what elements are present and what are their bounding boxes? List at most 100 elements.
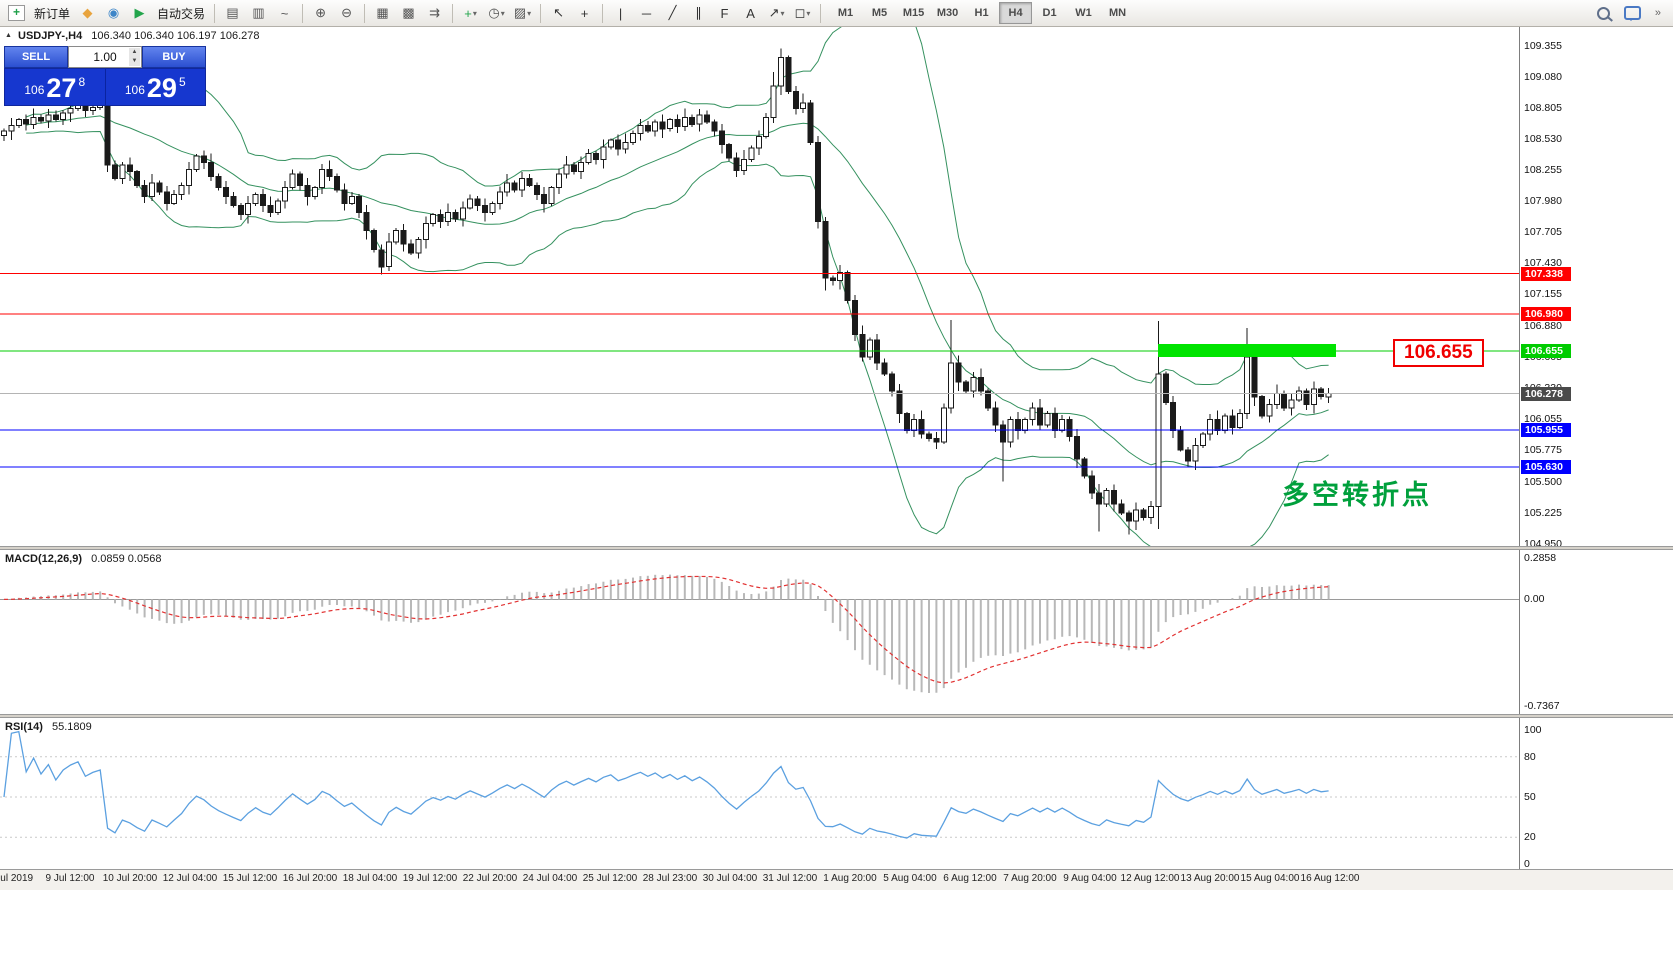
price-callout-label[interactable]: 106.655 bbox=[1393, 339, 1484, 367]
timeframe-w1[interactable]: W1 bbox=[1075, 7, 1092, 19]
arrows-icon[interactable]: ↗ ▾ bbox=[764, 2, 789, 24]
panel-separator[interactable] bbox=[0, 714, 1673, 718]
rsi-panel[interactable]: RSI(14) 55.1809 bbox=[0, 718, 1520, 869]
macd-values: 0.0859 0.0568 bbox=[91, 553, 162, 565]
timeframe-m15[interactable]: M15 bbox=[902, 7, 925, 19]
volume-up-icon[interactable]: ▲ bbox=[131, 49, 138, 55]
timeframe-d1[interactable]: D1 bbox=[1042, 7, 1057, 19]
macd-panel[interactable]: MACD(12,26,9) 0.0859 0.0568 bbox=[0, 550, 1520, 714]
time-axis[interactable]: 8 Jul 2019 9 Jul 12:00 10 Jul 20:00 12 Jul … bbox=[0, 869, 1673, 890]
bollinger-upper bbox=[26, 27, 1329, 385]
scale-tick: -0.7367 bbox=[1524, 700, 1560, 712]
ohlc-values: 106.340 106.340 106.197 106.278 bbox=[91, 30, 260, 42]
panel-separator[interactable] bbox=[0, 546, 1673, 550]
chart-shift-icon[interactable]: ⇉ bbox=[422, 2, 447, 24]
chevron-down-icon: ▾ bbox=[780, 8, 785, 18]
time-label: 7 Aug 20:00 bbox=[1003, 873, 1057, 884]
price-chart-panel[interactable]: ▲ USDJPY-,H4 106.340 106.340 106.197 106… bbox=[0, 27, 1520, 546]
indicators-icon: + bbox=[464, 5, 472, 21]
volume-field[interactable]: 1.00 ▲ ▼ bbox=[68, 46, 142, 68]
autotrading-play-icon[interactable]: ▶ bbox=[127, 2, 152, 24]
chat-icon[interactable] bbox=[1623, 6, 1641, 21]
quote-display: 106 27 8 106 29 5 bbox=[4, 68, 206, 106]
shapes-icon[interactable]: ◻ ▾ bbox=[790, 2, 815, 24]
volume-stepper[interactable]: ▲ ▼ bbox=[129, 48, 140, 66]
cursor-icon[interactable]: ↖ bbox=[546, 2, 571, 24]
timeframe-toolbar: M1 M5 M15 M30 H1 H4 D1 W1 MN bbox=[829, 2, 1134, 24]
bollinger-lower bbox=[26, 130, 1329, 546]
timeframe-h1[interactable]: H1 bbox=[974, 7, 989, 19]
scale-tick: 50 bbox=[1524, 791, 1536, 803]
timeframe-m30[interactable]: M30 bbox=[936, 7, 959, 19]
time-label: 1 Aug 20:00 bbox=[823, 873, 877, 884]
sell-button[interactable]: SELL bbox=[4, 46, 68, 68]
toolbar-overflow-icon[interactable]: » bbox=[1654, 7, 1661, 19]
scale-tick: 107.705 bbox=[1524, 226, 1562, 238]
trendline-icon[interactable]: ╱ bbox=[660, 2, 685, 24]
collapse-icon[interactable]: ▲ bbox=[5, 32, 12, 39]
tile-windows-icon[interactable]: ▦ bbox=[370, 2, 395, 24]
time-label: 9 Aug 04:00 bbox=[1063, 873, 1117, 884]
chart-shift-icon: ⇉ bbox=[429, 5, 440, 20]
text-icon[interactable]: A bbox=[738, 2, 763, 24]
time-label: 30 Jul 04:00 bbox=[702, 873, 758, 884]
toolbar-right: » bbox=[1596, 6, 1669, 21]
time-label: 15 Aug 04:00 bbox=[1240, 873, 1300, 884]
templates-icon[interactable]: ▨ ▾ bbox=[510, 2, 535, 24]
mql-market-icon[interactable]: ◆ bbox=[75, 2, 100, 24]
autotrading-label[interactable]: 自动交易 bbox=[157, 6, 206, 21]
cascade-windows-icon[interactable]: ▩ bbox=[396, 2, 421, 24]
fibonacci-icon[interactable]: F bbox=[712, 2, 737, 24]
time-label: 12 Aug 12:00 bbox=[1120, 873, 1180, 884]
quote-divider bbox=[104, 69, 106, 105]
scale-tick: 0 bbox=[1524, 858, 1530, 869]
scale-tick: 20 bbox=[1524, 831, 1536, 843]
rsi-canvas[interactable] bbox=[0, 718, 1519, 869]
current-price-tag: 106.278 bbox=[1521, 387, 1571, 401]
time-label: 8 Jul 2019 bbox=[0, 873, 34, 884]
indicators-icon[interactable]: + ▾ bbox=[458, 2, 483, 24]
vertical-line-icon[interactable]: | bbox=[608, 2, 633, 24]
zoom-out-icon[interactable]: ⊖ bbox=[334, 2, 359, 24]
sell-price-prefix: 106 bbox=[24, 83, 45, 97]
community-icon[interactable]: ◉ bbox=[101, 2, 126, 24]
buy-price[interactable]: 106 29 5 bbox=[106, 69, 206, 105]
time-label: 5 Aug 04:00 bbox=[883, 873, 937, 884]
chevron-down-icon: ▾ bbox=[500, 8, 505, 18]
shapes-icon: ◻ bbox=[794, 5, 806, 20]
scale-tick: 108.255 bbox=[1524, 164, 1562, 176]
scale-tick: 108.530 bbox=[1524, 133, 1562, 145]
chevron-down-icon: ▾ bbox=[527, 8, 532, 18]
bar-chart-icon[interactable]: ▤ bbox=[220, 2, 245, 24]
new-order-label[interactable]: 新订单 bbox=[34, 6, 71, 21]
annotation-text[interactable]: 多空转折点 bbox=[1282, 480, 1432, 510]
time-label: 15 Jul 12:00 bbox=[222, 873, 278, 884]
timeframe-m1[interactable]: M1 bbox=[837, 7, 854, 19]
level-price-tag: 105.630 bbox=[1521, 460, 1571, 474]
periods-icon[interactable]: ◷ ▾ bbox=[484, 2, 509, 24]
line-chart-icon[interactable]: ~ bbox=[272, 2, 297, 24]
channel-icon[interactable]: ∥ bbox=[686, 2, 711, 24]
volume-value[interactable]: 1.00 bbox=[93, 50, 117, 64]
price-scale[interactable]: 109.355 109.080 108.805 108.530 108.255 107.9… bbox=[1520, 27, 1673, 869]
horizontal-line-icon[interactable]: ─ bbox=[634, 2, 659, 24]
sell-price[interactable]: 106 27 8 bbox=[5, 69, 105, 105]
crosshair-icon[interactable]: + bbox=[572, 2, 597, 24]
timeframe-m5[interactable]: M5 bbox=[871, 7, 888, 19]
macd-canvas[interactable] bbox=[0, 550, 1519, 714]
zoom-in-icon[interactable]: ⊕ bbox=[308, 2, 333, 24]
buy-button[interactable]: BUY bbox=[142, 46, 206, 68]
new-order-icon[interactable]: + bbox=[4, 2, 29, 24]
search-icon[interactable] bbox=[1596, 6, 1610, 20]
tile-windows-icon: ▦ bbox=[376, 5, 389, 20]
vertical-line-icon: | bbox=[618, 5, 623, 21]
main-chart-canvas[interactable] bbox=[0, 27, 1519, 546]
timeframe-h4[interactable]: H4 bbox=[999, 2, 1033, 24]
candlestick-chart-icon[interactable]: ▥ bbox=[246, 2, 271, 24]
timeframe-mn[interactable]: MN bbox=[1108, 7, 1127, 19]
toolbar-separator bbox=[302, 3, 304, 23]
volume-down-icon[interactable]: ▼ bbox=[131, 58, 138, 64]
scale-tick: 107.155 bbox=[1524, 288, 1562, 300]
highlight-rectangle[interactable] bbox=[1158, 344, 1336, 357]
symbol-period: USDJPY-,H4 bbox=[18, 30, 83, 42]
